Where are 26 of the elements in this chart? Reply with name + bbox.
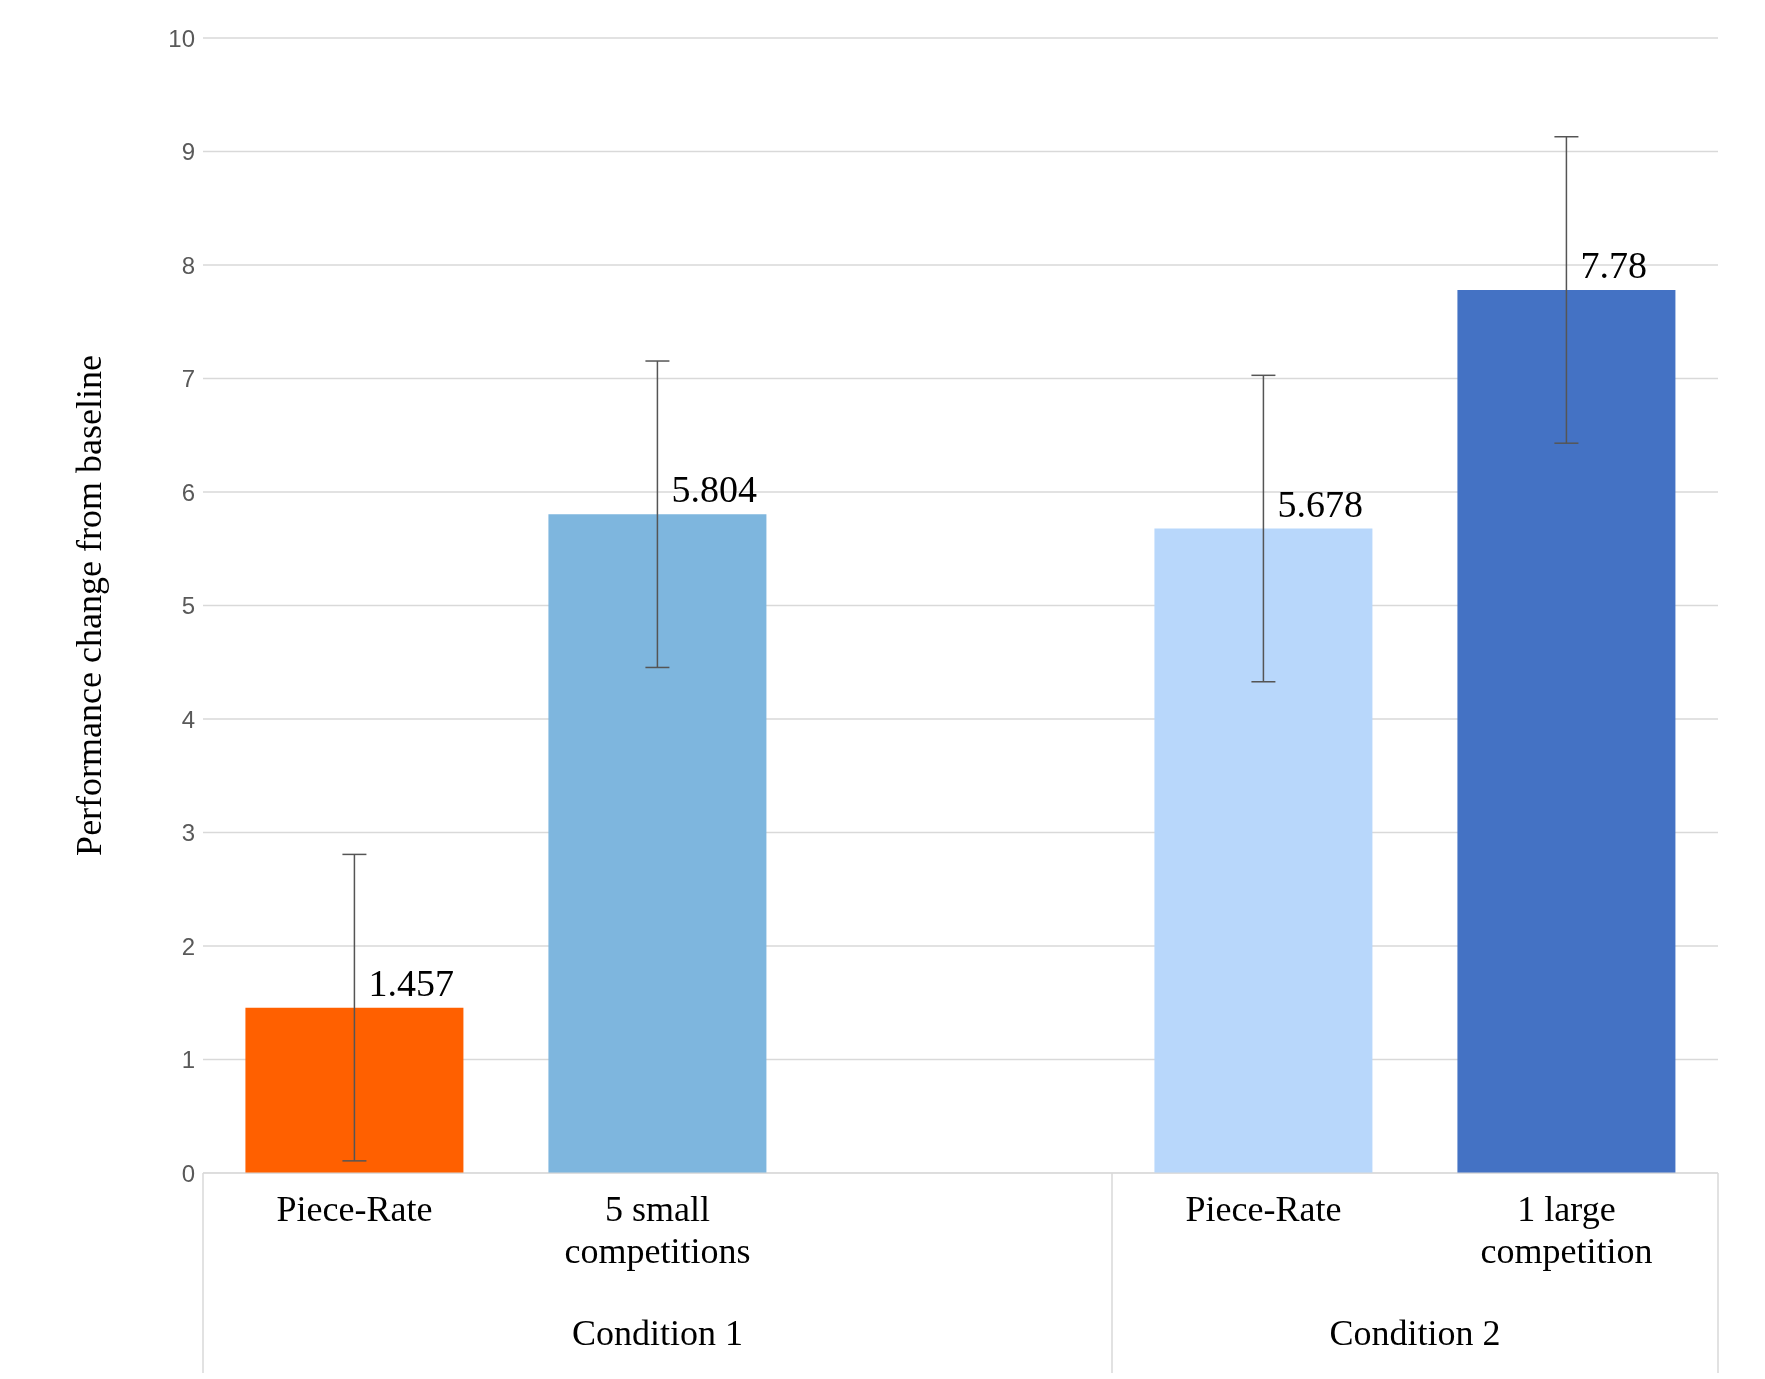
data-label: 5.804 (671, 468, 757, 511)
y-tick-label: 0 (181, 1159, 195, 1187)
y-tick-label: 5 (181, 592, 195, 620)
y-tick-label: 1 (181, 1046, 195, 1074)
data-label: 7.78 (1580, 243, 1647, 286)
y-tick-label: 2 (181, 932, 195, 960)
y-tick-label: 8 (181, 251, 195, 279)
bar (1457, 289, 1676, 1173)
y-tick-label: 9 (181, 138, 195, 166)
y-tick-label: 3 (181, 819, 195, 847)
data-label: 1.457 (368, 961, 454, 1004)
text: Condition 2 (1329, 1313, 1501, 1353)
data-label: 5.678 (1277, 482, 1363, 525)
y-axis-title: Performance change from baseline (68, 355, 109, 856)
bar (245, 1007, 464, 1173)
y-tick-label: 6 (181, 478, 195, 506)
bar (1154, 528, 1373, 1173)
x-tick-label: 5 small competitions (564, 1189, 751, 1271)
y-tick-label: 7 (181, 365, 195, 393)
x-tick-label: 1 large competition (1480, 1189, 1653, 1271)
y-tick-label: 10 (168, 24, 195, 52)
x-tick-label: Piece-Rate (276, 1189, 433, 1229)
bar (548, 514, 767, 1173)
x-tick-label: Piece-Rate (1185, 1189, 1342, 1229)
y-tick-label: 4 (181, 705, 195, 733)
text: Condition 1 (571, 1313, 744, 1353)
